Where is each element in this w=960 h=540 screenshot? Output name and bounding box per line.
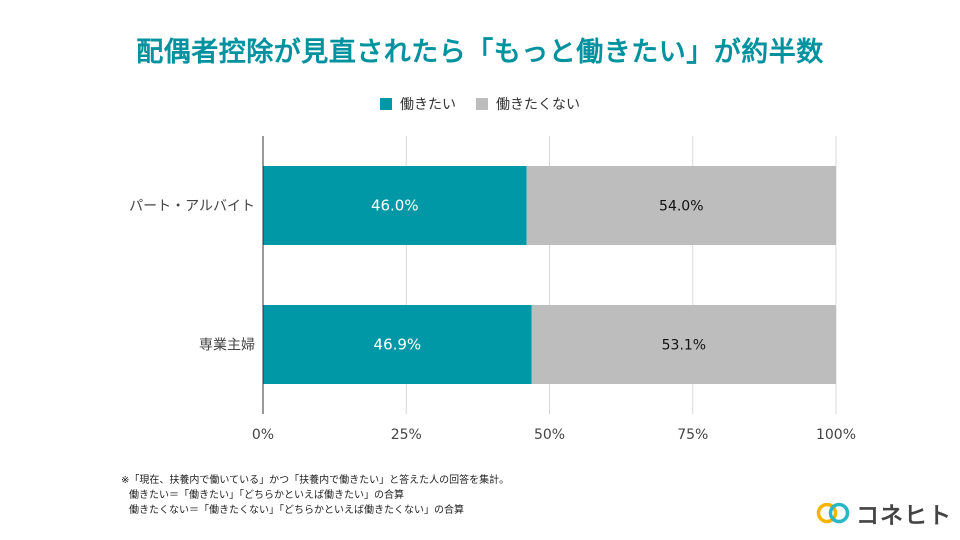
footnote-line-2: 働きたい＝「働きたい」「どちらかといえば働きたい」の合算 (129, 490, 404, 501)
bar-want-1 (263, 305, 532, 384)
legend-swatch-not-want (476, 98, 488, 110)
category-label-0: パート・アルバイト (129, 199, 255, 215)
category-label-1: 専業主婦 (199, 337, 255, 354)
x-tick-label-0: 0% (252, 427, 274, 443)
chart-title: 配偶者控除が見直されたら「もっと働きたい」が約半数 (136, 37, 824, 68)
brand-logo: コネヒト (815, 496, 952, 530)
x-tick-label-100: 100% (816, 427, 856, 443)
bar-not-want-0 (526, 166, 836, 245)
footnote: ※「現在、扶養内で働いている」かつ「扶養内で働きたい」と答えた人の回答を集計。 … (121, 473, 509, 518)
x-tick-label-50: 50% (534, 427, 565, 443)
bar-value-label-not-want-0: 54.0% (659, 199, 703, 215)
legend-label-want: 働きたい (400, 97, 456, 113)
legend: 働きたい 働きたくない (0, 94, 960, 114)
bar-value-label-not-want-1: 53.1% (662, 338, 706, 354)
footnote-line-3: 働きたくない＝「働きたくない」「どちらかといえば働きたくない」の合算 (129, 505, 464, 516)
logo-rings-icon (816, 502, 850, 524)
bar-value-label-want-0: 46.0% (371, 197, 419, 215)
footnote-line-1: ※「現在、扶養内で働いている」かつ「扶養内で働きたい」と答えた人の回答を集計。 (121, 475, 510, 486)
legend-label-not-want: 働きたくない (496, 97, 580, 113)
legend-item-not-want: 働きたくない (476, 94, 580, 114)
legend-swatch-want (380, 98, 392, 110)
legend-item-want: 働きたい (380, 94, 456, 114)
bar-not-want-1 (531, 305, 836, 384)
x-tick-label-75: 75% (677, 427, 708, 443)
bar-want-0 (263, 166, 527, 245)
x-tick-label-25: 25% (391, 427, 422, 443)
logo-text: コネヒト (856, 503, 952, 529)
bar-value-label-want-1: 46.9% (374, 336, 422, 354)
